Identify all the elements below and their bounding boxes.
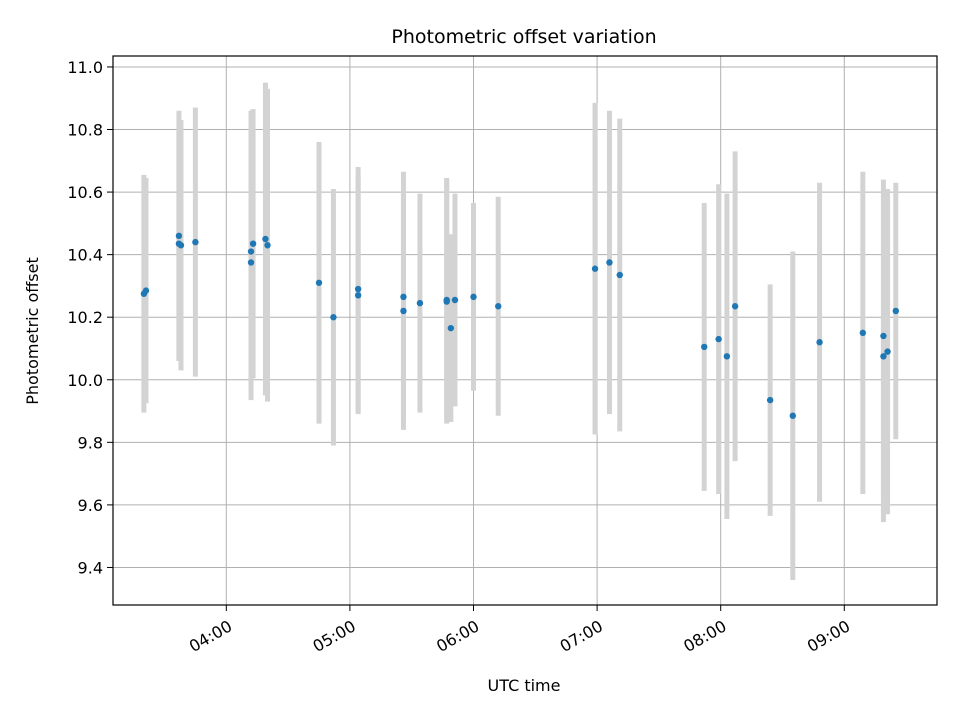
data-point [330, 314, 337, 321]
data-point [177, 242, 185, 249]
data-point [789, 412, 796, 419]
y-tick-label: 9.8 [78, 433, 103, 452]
y-tick-label: 11.0 [67, 58, 103, 77]
y-tick-label: 10.8 [67, 121, 103, 140]
data-point [495, 303, 502, 310]
data-point [416, 299, 424, 307]
data-point [859, 329, 867, 337]
data-point [247, 259, 255, 266]
data-point [264, 242, 271, 249]
data-point [616, 271, 623, 279]
data-point [816, 339, 823, 346]
data-point [451, 296, 459, 304]
y-tick-label: 9.6 [78, 496, 103, 515]
data-point [880, 353, 887, 360]
x-tick-label: 07:00 [557, 616, 606, 656]
data-point [880, 332, 887, 340]
data-point [400, 293, 407, 301]
y-tick-label: 10.2 [67, 308, 103, 327]
x-tick-label: 05:00 [309, 616, 358, 656]
x-tick-label: 04:00 [186, 616, 235, 656]
data-point [606, 259, 613, 266]
data-point [766, 396, 774, 404]
data-point [247, 248, 255, 255]
data-point [892, 307, 899, 315]
y-tick-label: 10.6 [67, 183, 103, 202]
data-point [354, 292, 362, 299]
data-point [884, 348, 891, 355]
data-point [400, 307, 407, 315]
chart-title: Photometric offset variation [391, 26, 656, 48]
data-point [354, 285, 362, 293]
data-point [723, 353, 731, 360]
data-point [701, 343, 708, 351]
y-tick-label: 10.0 [67, 371, 103, 390]
y-axis-label: Photometric offset [23, 257, 42, 405]
data-point [715, 335, 722, 343]
x-axis-ticks: 04:00 05:00 06:00 07:00 08:00 09:00 [186, 605, 853, 656]
data-point [262, 235, 269, 243]
x-tick-label: 08:00 [680, 616, 729, 656]
data-point [731, 303, 739, 310]
x-tick-label: 06:00 [433, 616, 482, 656]
y-tick-label: 10.4 [67, 246, 103, 265]
data-point [175, 232, 183, 240]
grid [113, 56, 937, 605]
x-axis-label: UTC time [488, 676, 561, 695]
data-point [192, 238, 199, 246]
data-point [470, 293, 477, 301]
y-tick-label: 9.4 [78, 558, 103, 577]
data-point [443, 296, 450, 304]
data-point [249, 240, 257, 247]
data-point [315, 279, 323, 286]
data-points [140, 232, 899, 419]
x-tick-label: 09:00 [804, 616, 853, 656]
data-point [447, 324, 455, 332]
data-point [142, 287, 150, 294]
y-axis-ticks: 9.4 9.6 9.8 10.0 10.2 10.4 10.6 10.8 11.0 [67, 58, 113, 577]
plot-area-frame [112, 55, 938, 606]
data-point [591, 265, 599, 272]
